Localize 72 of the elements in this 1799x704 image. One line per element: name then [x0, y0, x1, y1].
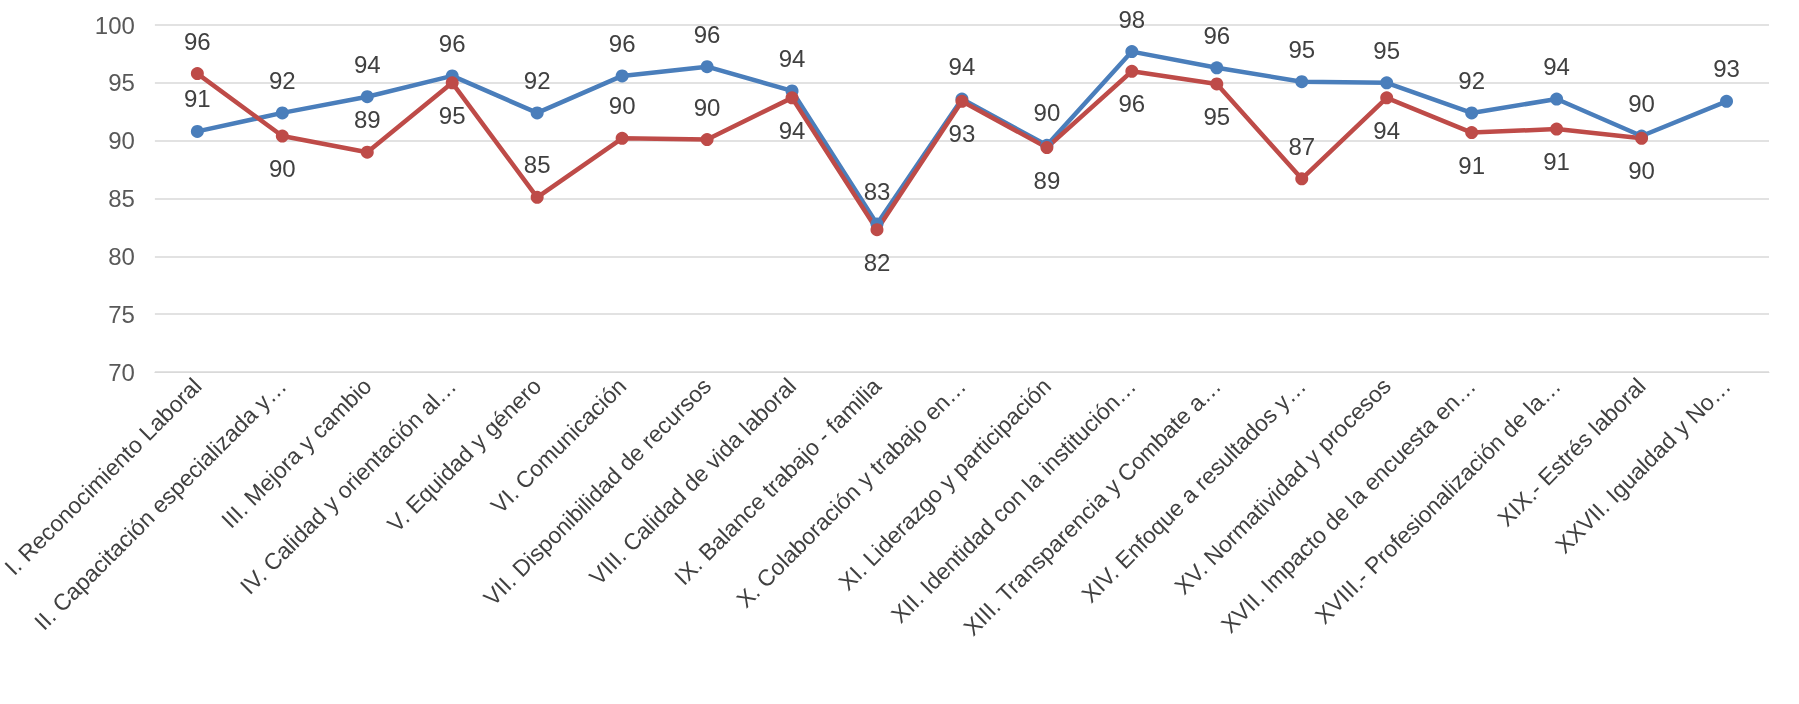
data-label: 94: [948, 53, 976, 81]
point: [1550, 122, 1564, 136]
point: [1295, 75, 1309, 89]
data-label: 91: [184, 85, 211, 113]
data-label: 95: [1288, 35, 1316, 63]
data-label: 90: [268, 155, 296, 183]
data-label: 90: [1033, 99, 1061, 127]
point: [275, 106, 289, 120]
data-label: 94: [778, 116, 806, 144]
point: [1380, 91, 1394, 105]
data-label: 90: [693, 93, 721, 121]
data-label: 95: [438, 101, 466, 129]
data-label: 94: [1373, 116, 1401, 144]
point: [700, 133, 714, 147]
data-label: 87: [1288, 132, 1316, 160]
point: [785, 91, 799, 105]
data-label: 95: [1373, 36, 1401, 64]
data-label: 89: [1033, 166, 1061, 194]
data-label: 96: [693, 20, 721, 48]
point: [1125, 45, 1139, 59]
y-tick-label: 100: [94, 11, 135, 39]
data-label: 93: [1713, 55, 1740, 83]
data-label: 82: [863, 248, 891, 276]
point: [1295, 172, 1309, 186]
point: [530, 190, 544, 204]
point: [1125, 64, 1139, 78]
data-label: 92: [268, 66, 296, 94]
point: [870, 223, 884, 237]
point: [190, 67, 204, 81]
y-tick-label: 80: [108, 242, 135, 270]
data-label: 91: [1543, 148, 1570, 176]
y-tick-label: 95: [108, 69, 135, 97]
data-label: 91: [1458, 151, 1486, 179]
point: [360, 90, 374, 104]
point: [530, 106, 544, 120]
data-label: 90: [1628, 90, 1655, 118]
data-label: 96: [1118, 90, 1146, 118]
point: [445, 76, 459, 90]
data-label: 89: [353, 106, 381, 134]
point: [1550, 92, 1564, 106]
data-label: 90: [1628, 157, 1655, 185]
point: [1465, 106, 1479, 120]
point: [1210, 61, 1224, 75]
data-label: 92: [523, 66, 551, 94]
data-label: 98: [1118, 5, 1146, 33]
point: [1380, 76, 1394, 90]
data-label: 96: [608, 29, 636, 57]
point: [190, 124, 204, 138]
point: [1720, 94, 1734, 108]
data-label: 92: [1458, 66, 1486, 94]
point: [1465, 126, 1479, 140]
point: [700, 60, 714, 74]
data-label: 83: [863, 177, 891, 205]
data-label: 94: [353, 50, 381, 78]
y-tick-label: 70: [108, 358, 135, 386]
data-label: 95: [1203, 102, 1231, 130]
y-tick-label: 90: [108, 127, 135, 155]
y-tick-label: 75: [108, 300, 135, 328]
y-tick-label: 85: [108, 185, 135, 212]
data-label: 90: [608, 92, 636, 120]
data-label: 96: [438, 29, 466, 57]
data-label: 96: [1203, 21, 1231, 49]
data-label: 85: [523, 151, 551, 179]
data-label: 93: [948, 120, 976, 148]
data-label: 94: [778, 44, 806, 72]
point: [360, 145, 374, 159]
point: [615, 131, 629, 145]
data-label: 96: [184, 27, 211, 55]
data-label: 94: [1543, 53, 1570, 81]
point: [615, 69, 629, 83]
point: [1210, 77, 1224, 91]
point: [275, 129, 289, 143]
